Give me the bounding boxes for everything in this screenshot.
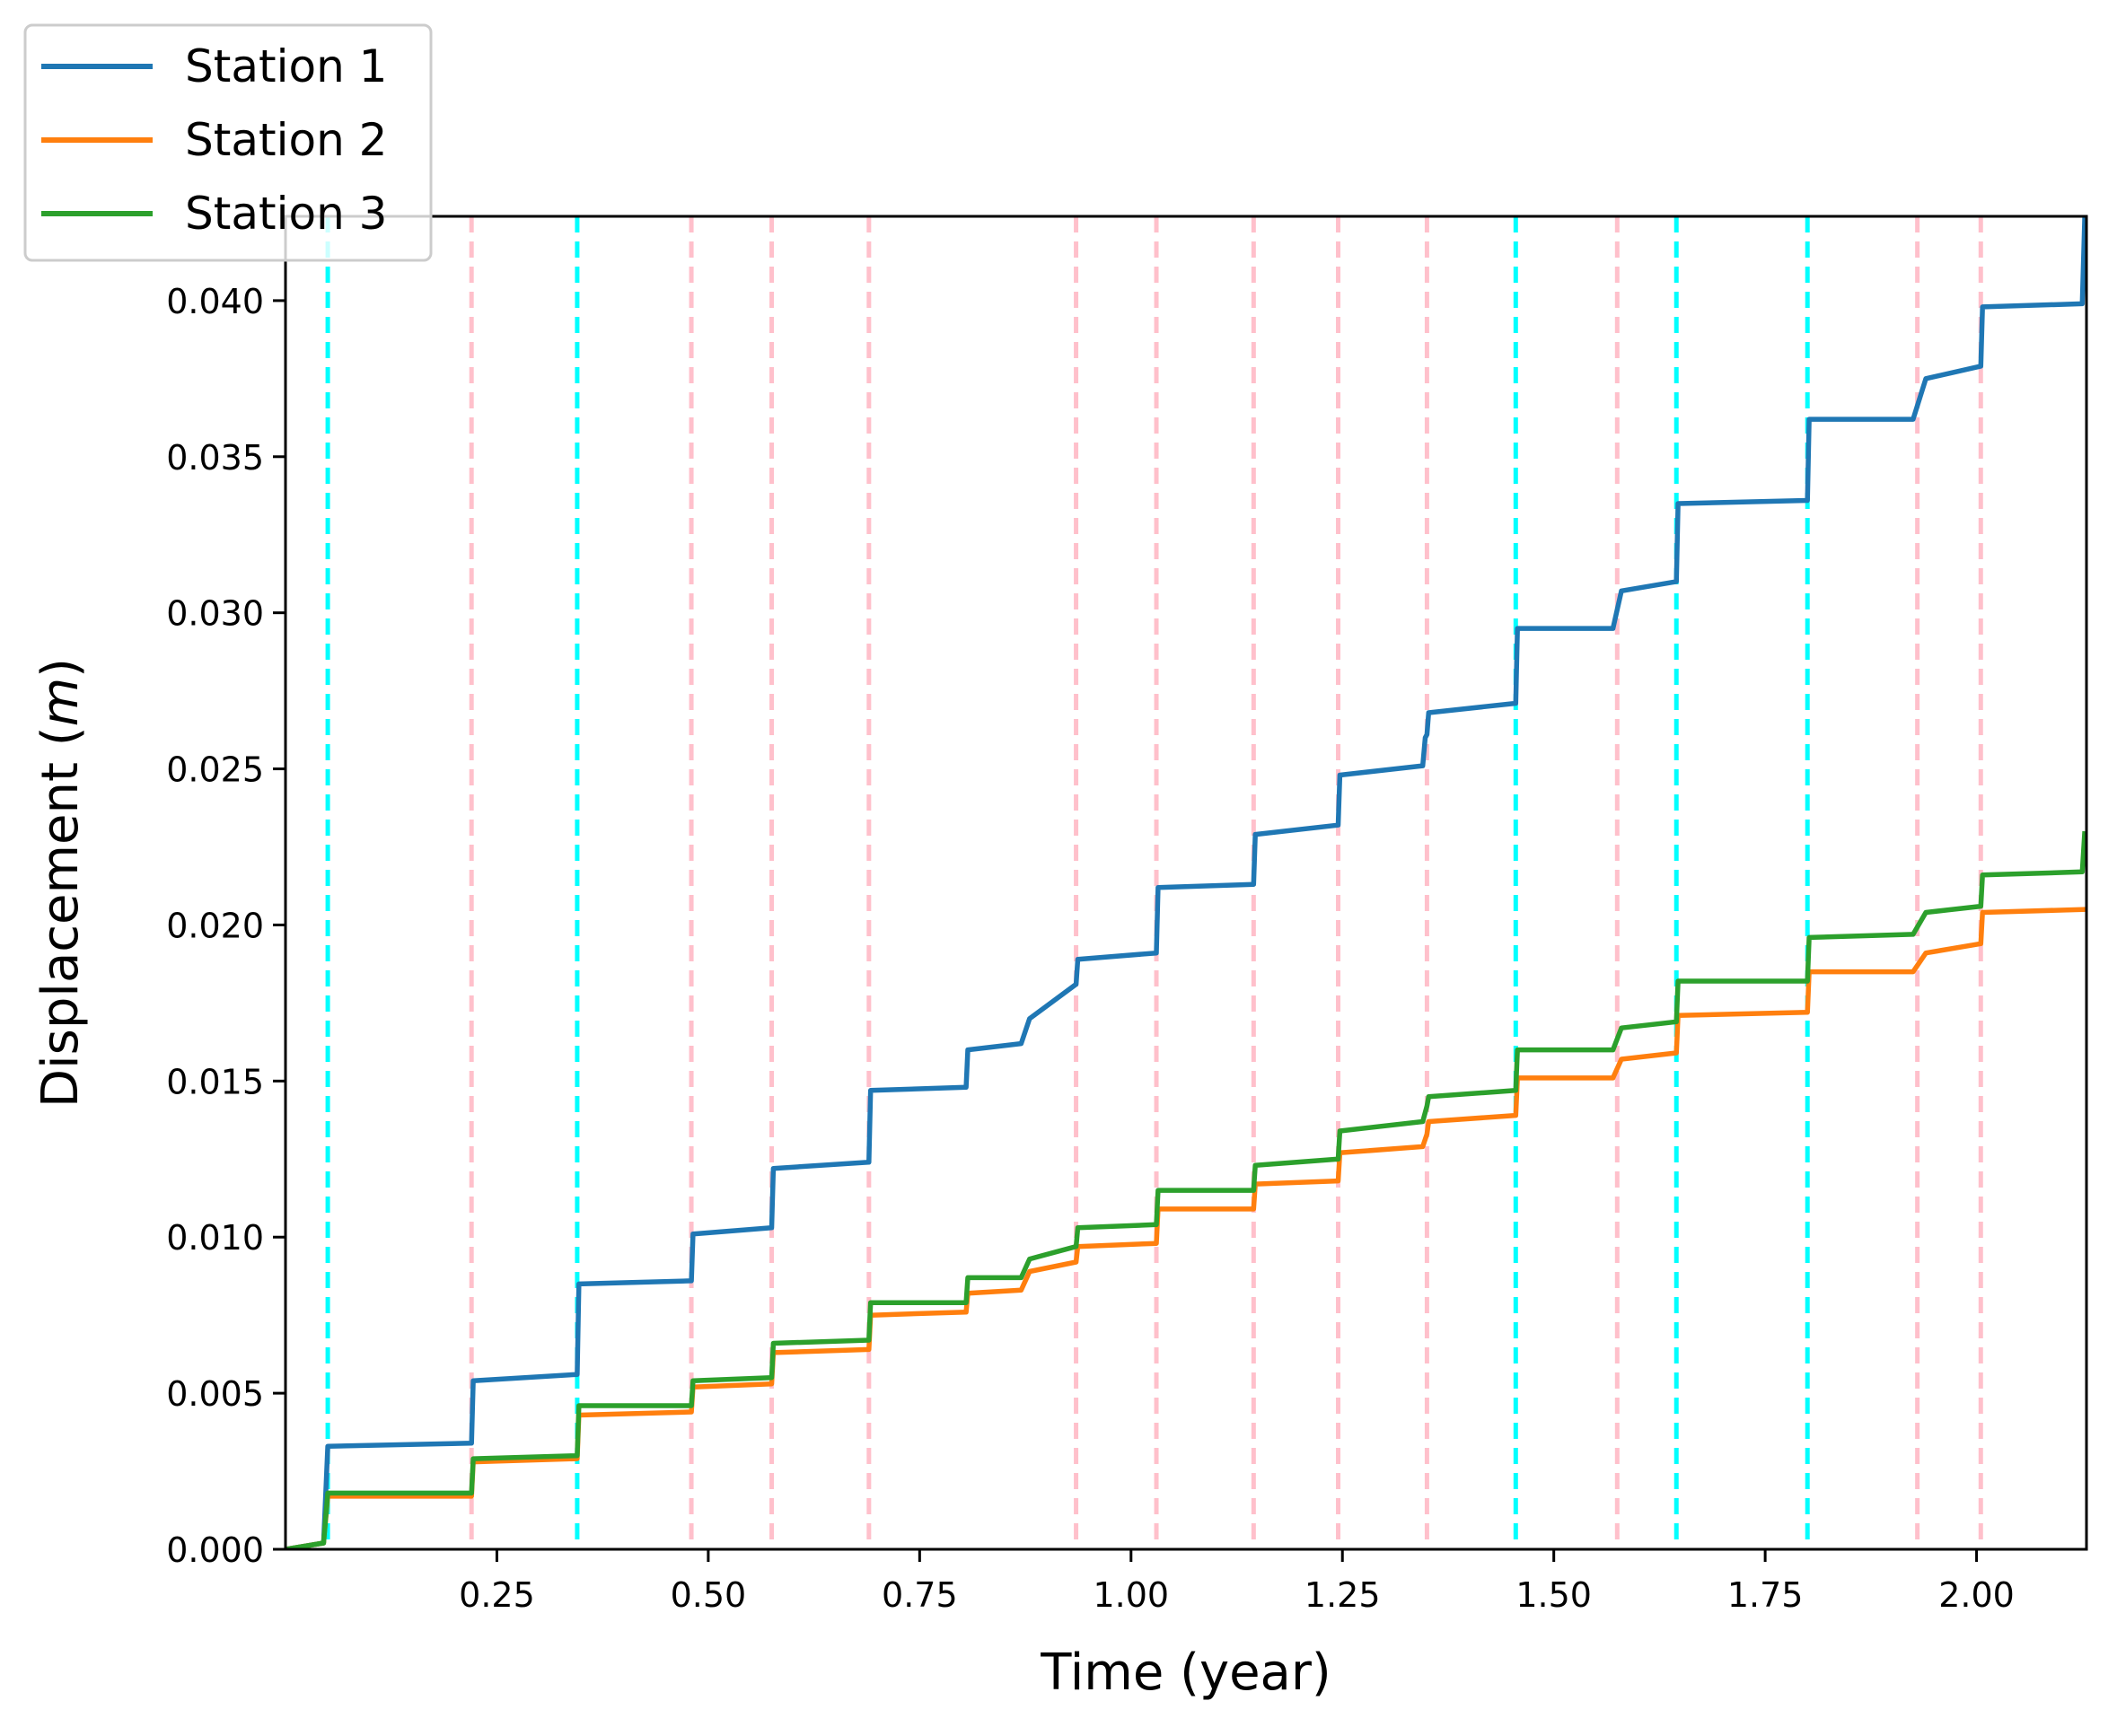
- legend-label-station-2: Station 2: [185, 114, 387, 166]
- y-tick-label: 0.005: [166, 1374, 264, 1414]
- y-axis-label-text: Displacement (: [31, 726, 90, 1108]
- x-axis-label: Time (year): [1040, 1644, 1331, 1702]
- y-axis-ticks: 0.000 0.005 0.010 0.015 0.020 0.025 0.030 0.035…: [166, 282, 285, 1570]
- legend: Station 1 Station 2 Station 3: [23, 23, 433, 262]
- y-tick-label: 0.020: [166, 906, 264, 945]
- y-tick-label: 0.035: [166, 438, 264, 478]
- x-tick-label: 0.75: [882, 1575, 958, 1615]
- y-axis-label: Displacement (m): [31, 658, 90, 1108]
- x-tick-label: 2.00: [1938, 1575, 2015, 1615]
- x-tick-label: 1.50: [1515, 1575, 1592, 1615]
- y-tick-label: 0.040: [166, 282, 264, 321]
- plot-area: [285, 216, 2086, 1549]
- x-tick-label: 1.00: [1093, 1575, 1169, 1615]
- y-tick-label: 0.030: [166, 594, 264, 634]
- y-tick-label: 0.010: [166, 1218, 264, 1258]
- x-tick-label: 0.25: [459, 1575, 535, 1615]
- legend-box: [23, 23, 433, 262]
- y-tick-label: 0.000: [166, 1530, 264, 1570]
- x-tick-label: 0.50: [671, 1575, 747, 1615]
- y-tick-label: 0.025: [166, 750, 264, 790]
- series-line-station-3: [285, 830, 2086, 1549]
- x-tick-label: 1.25: [1304, 1575, 1381, 1615]
- y-axis-label-unit: m: [31, 678, 90, 727]
- plot-frame: [284, 215, 2088, 1551]
- y-tick-label: 0.015: [166, 1062, 264, 1101]
- legend-label-station-3: Station 3: [185, 188, 387, 240]
- legend-label-station-1: Station 1: [185, 40, 387, 92]
- series-lines: [285, 216, 2086, 1549]
- x-tick-label: 1.75: [1727, 1575, 1804, 1615]
- y-axis-label-close: ): [31, 658, 90, 678]
- x-axis-ticks: 0.25 0.50 0.75 1.00 1.25 1.50 1.75 2.00: [459, 1549, 2015, 1615]
- series-line-station-1: [285, 216, 2086, 1549]
